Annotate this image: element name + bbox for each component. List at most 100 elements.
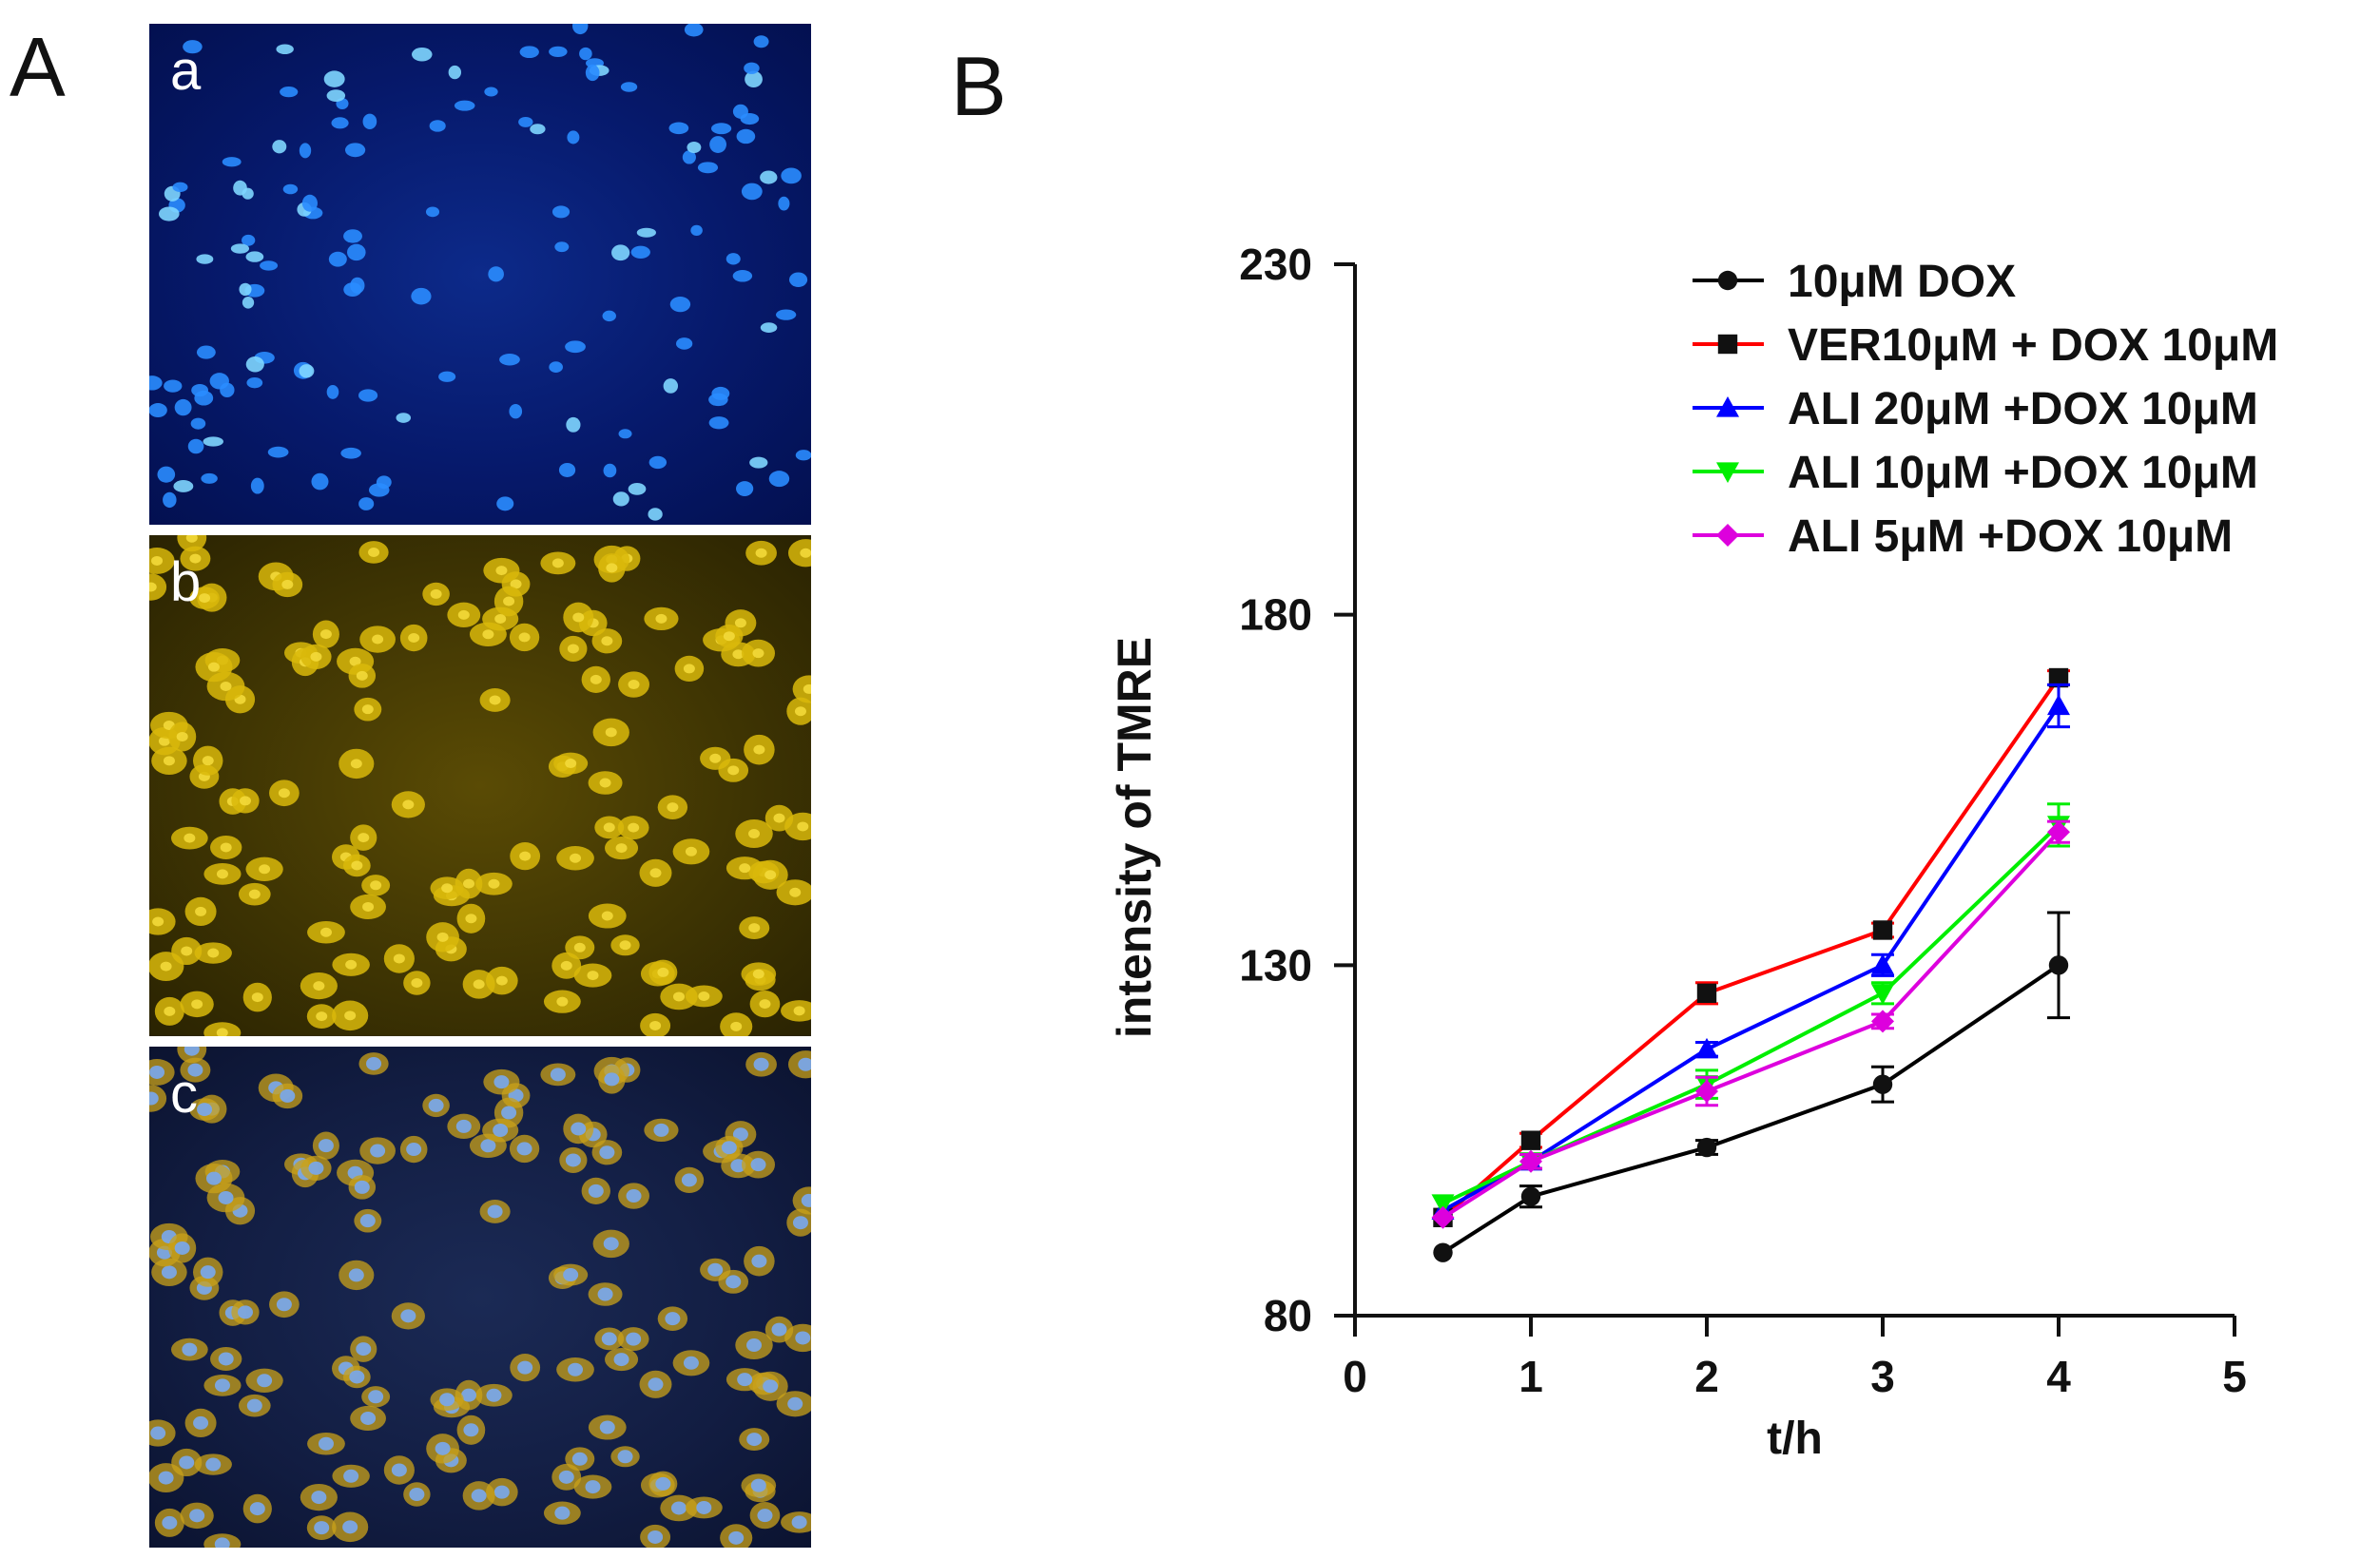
- nucleus: [493, 1124, 509, 1138]
- nucleus: [572, 24, 589, 35]
- nucleus: [174, 1241, 190, 1255]
- cell-core: [793, 1006, 805, 1016]
- nucleus: [597, 1287, 613, 1301]
- nucleus: [218, 1190, 234, 1204]
- cell-core: [587, 971, 599, 981]
- nucleus: [728, 1530, 745, 1545]
- tmre-line-chart: 80 130 180 230 0 1 2 3 4 5 t/h intensity of TMRE 10μ…: [1108, 240, 2278, 1464]
- cell-core: [361, 704, 374, 715]
- nucleus: [611, 244, 630, 261]
- cell-core: [753, 744, 765, 755]
- micrograph-b-cells: [149, 535, 811, 1036]
- nucleus: [684, 24, 704, 37]
- nucleus: [648, 1530, 664, 1544]
- nucleus: [349, 1370, 365, 1384]
- nucleus: [358, 497, 375, 510]
- nucleus: [368, 1390, 384, 1404]
- cell-core: [356, 670, 368, 681]
- cell-core: [489, 695, 501, 705]
- nucleus: [245, 356, 264, 373]
- cell-core: [251, 992, 263, 1003]
- nucleus: [579, 47, 592, 61]
- nucleus: [239, 282, 252, 297]
- nucleus: [571, 1452, 588, 1466]
- nucleus: [173, 480, 194, 492]
- x-tick-label: 2: [1694, 1352, 1719, 1401]
- cell-core: [615, 843, 628, 854]
- nucleus: [311, 1491, 327, 1505]
- y-tick-label: 80: [1264, 1291, 1312, 1340]
- nucleus: [174, 398, 192, 416]
- cell-core: [160, 961, 172, 972]
- nucleus: [438, 371, 456, 382]
- nucleus: [775, 309, 797, 320]
- nucleus: [687, 141, 702, 154]
- cell-core: [207, 948, 220, 958]
- nucleus: [187, 438, 204, 454]
- nucleus: [272, 140, 287, 154]
- nucleus: [655, 1476, 671, 1491]
- nucleus: [197, 1103, 213, 1117]
- cell-core: [316, 1011, 328, 1022]
- nucleus: [603, 1237, 619, 1251]
- cell-core: [163, 756, 175, 766]
- nucleus: [260, 260, 279, 271]
- nucleus: [726, 253, 741, 265]
- nucleus: [763, 1379, 779, 1394]
- nucleus: [359, 1214, 376, 1228]
- y-axis-label: intensity of TMRE: [1108, 637, 1161, 1038]
- data-point: [2048, 667, 2069, 688]
- data-point: [1520, 1186, 1541, 1206]
- cell-core: [494, 614, 507, 625]
- nucleus: [648, 1377, 664, 1392]
- cell-core: [310, 651, 322, 662]
- nucleus: [648, 508, 663, 521]
- nucleus: [214, 1537, 230, 1548]
- cell-core: [794, 706, 806, 717]
- nucleus: [558, 1470, 574, 1484]
- cell: [792, 675, 811, 703]
- cell-core: [402, 799, 415, 810]
- nucleus: [708, 416, 729, 430]
- cell-core: [430, 588, 442, 599]
- nucleus: [276, 1298, 292, 1312]
- nucleus: [214, 1378, 230, 1393]
- nucleus: [360, 1411, 377, 1425]
- legend-label: VER10μM + DOX 10μM: [1788, 320, 2278, 371]
- nucleus: [668, 122, 689, 135]
- nucleus: [745, 70, 763, 87]
- cell-core: [739, 863, 751, 874]
- y-tick-label: 130: [1239, 940, 1312, 990]
- x-tick-label: 4: [2046, 1352, 2071, 1401]
- nucleus: [331, 117, 349, 129]
- nucleus: [787, 1396, 803, 1411]
- nucleus: [750, 1158, 766, 1172]
- cell: [787, 539, 811, 568]
- nucleus: [164, 379, 183, 393]
- micrograph-c: c: [149, 1047, 811, 1548]
- nucleus: [493, 1075, 510, 1089]
- nucleus: [157, 466, 176, 483]
- cell-core: [344, 1010, 357, 1021]
- cell-core: [560, 960, 572, 971]
- micrograph-b: b: [149, 535, 811, 1036]
- cell-core: [181, 946, 193, 956]
- nucleus: [760, 170, 778, 184]
- nucleus: [737, 1373, 753, 1387]
- cell-core: [393, 953, 405, 964]
- nucleus: [326, 384, 339, 399]
- cell-core: [189, 553, 202, 564]
- x-tick-label: 1: [1519, 1352, 1543, 1401]
- nucleus: [201, 472, 218, 484]
- cell-core: [248, 889, 261, 899]
- legend-marker: [1716, 396, 1739, 417]
- nucleus: [618, 429, 632, 439]
- y-tick-label: 180: [1239, 590, 1312, 640]
- nucleus: [429, 120, 446, 132]
- legend-marker: [1716, 462, 1739, 483]
- nucleus: [435, 1441, 451, 1455]
- cell-core: [313, 981, 325, 991]
- nucleus: [750, 1478, 766, 1492]
- nucleus: [220, 382, 235, 398]
- nucleus: [550, 1068, 566, 1082]
